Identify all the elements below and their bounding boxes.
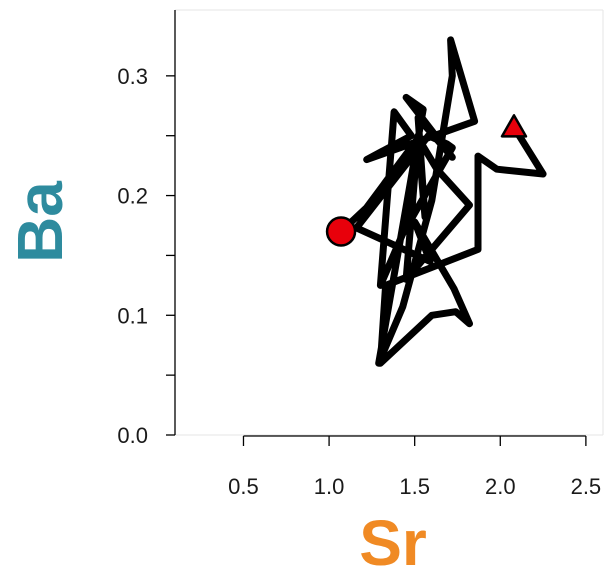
x-tick-label: 1.5 bbox=[399, 474, 430, 499]
x-axis-title: Sr bbox=[359, 507, 427, 568]
plot-frame bbox=[175, 9, 604, 436]
x-tick-label: 0.5 bbox=[228, 474, 259, 499]
y-tick-label: 0.1 bbox=[117, 303, 148, 328]
y-tick-label: 0.3 bbox=[117, 64, 148, 89]
x-tick-label: 2.5 bbox=[571, 474, 602, 499]
series-line bbox=[338, 36, 547, 367]
series-group bbox=[325, 36, 547, 367]
x-tick-label: 2.0 bbox=[485, 474, 516, 499]
x-tick-label: 1.0 bbox=[314, 474, 345, 499]
end-point-marker bbox=[500, 114, 528, 138]
y-axis-title: Ba bbox=[4, 181, 76, 263]
y-tick-label: 0.2 bbox=[117, 184, 148, 209]
start-point-marker bbox=[325, 216, 357, 247]
y-tick-label: 0.0 bbox=[117, 423, 148, 448]
y-axis: 0.0 0.1 0.2 0.3 bbox=[117, 10, 176, 448]
x-axis: 0.5 1.0 1.5 2.0 2.5 bbox=[228, 435, 602, 499]
